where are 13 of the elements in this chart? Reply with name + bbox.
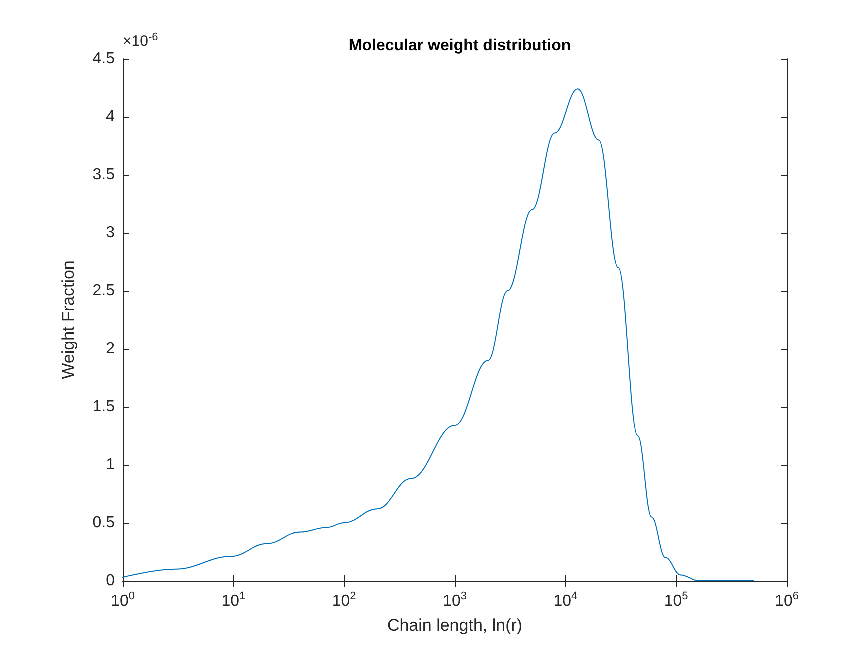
y-tick-label: 0.5 bbox=[92, 514, 116, 532]
y-tick-label: 2.5 bbox=[92, 282, 116, 300]
y-tick-label: 2 bbox=[106, 340, 116, 358]
y-tick-label: 4.5 bbox=[92, 50, 116, 68]
y-tick-label: 1 bbox=[106, 456, 116, 474]
chart-title: Molecular weight distribution bbox=[348, 38, 572, 54]
y-axis-title: Weight Fraction bbox=[59, 260, 78, 380]
y-tick-label: 4 bbox=[106, 108, 116, 126]
y-tick-label: 3 bbox=[106, 224, 116, 242]
x-axis-title: Chain length, ln(r) bbox=[387, 616, 523, 635]
y-tick-label: 0 bbox=[106, 572, 116, 590]
y-tick-label: 3.5 bbox=[92, 166, 116, 184]
y-tick-label: 1.5 bbox=[92, 398, 116, 416]
